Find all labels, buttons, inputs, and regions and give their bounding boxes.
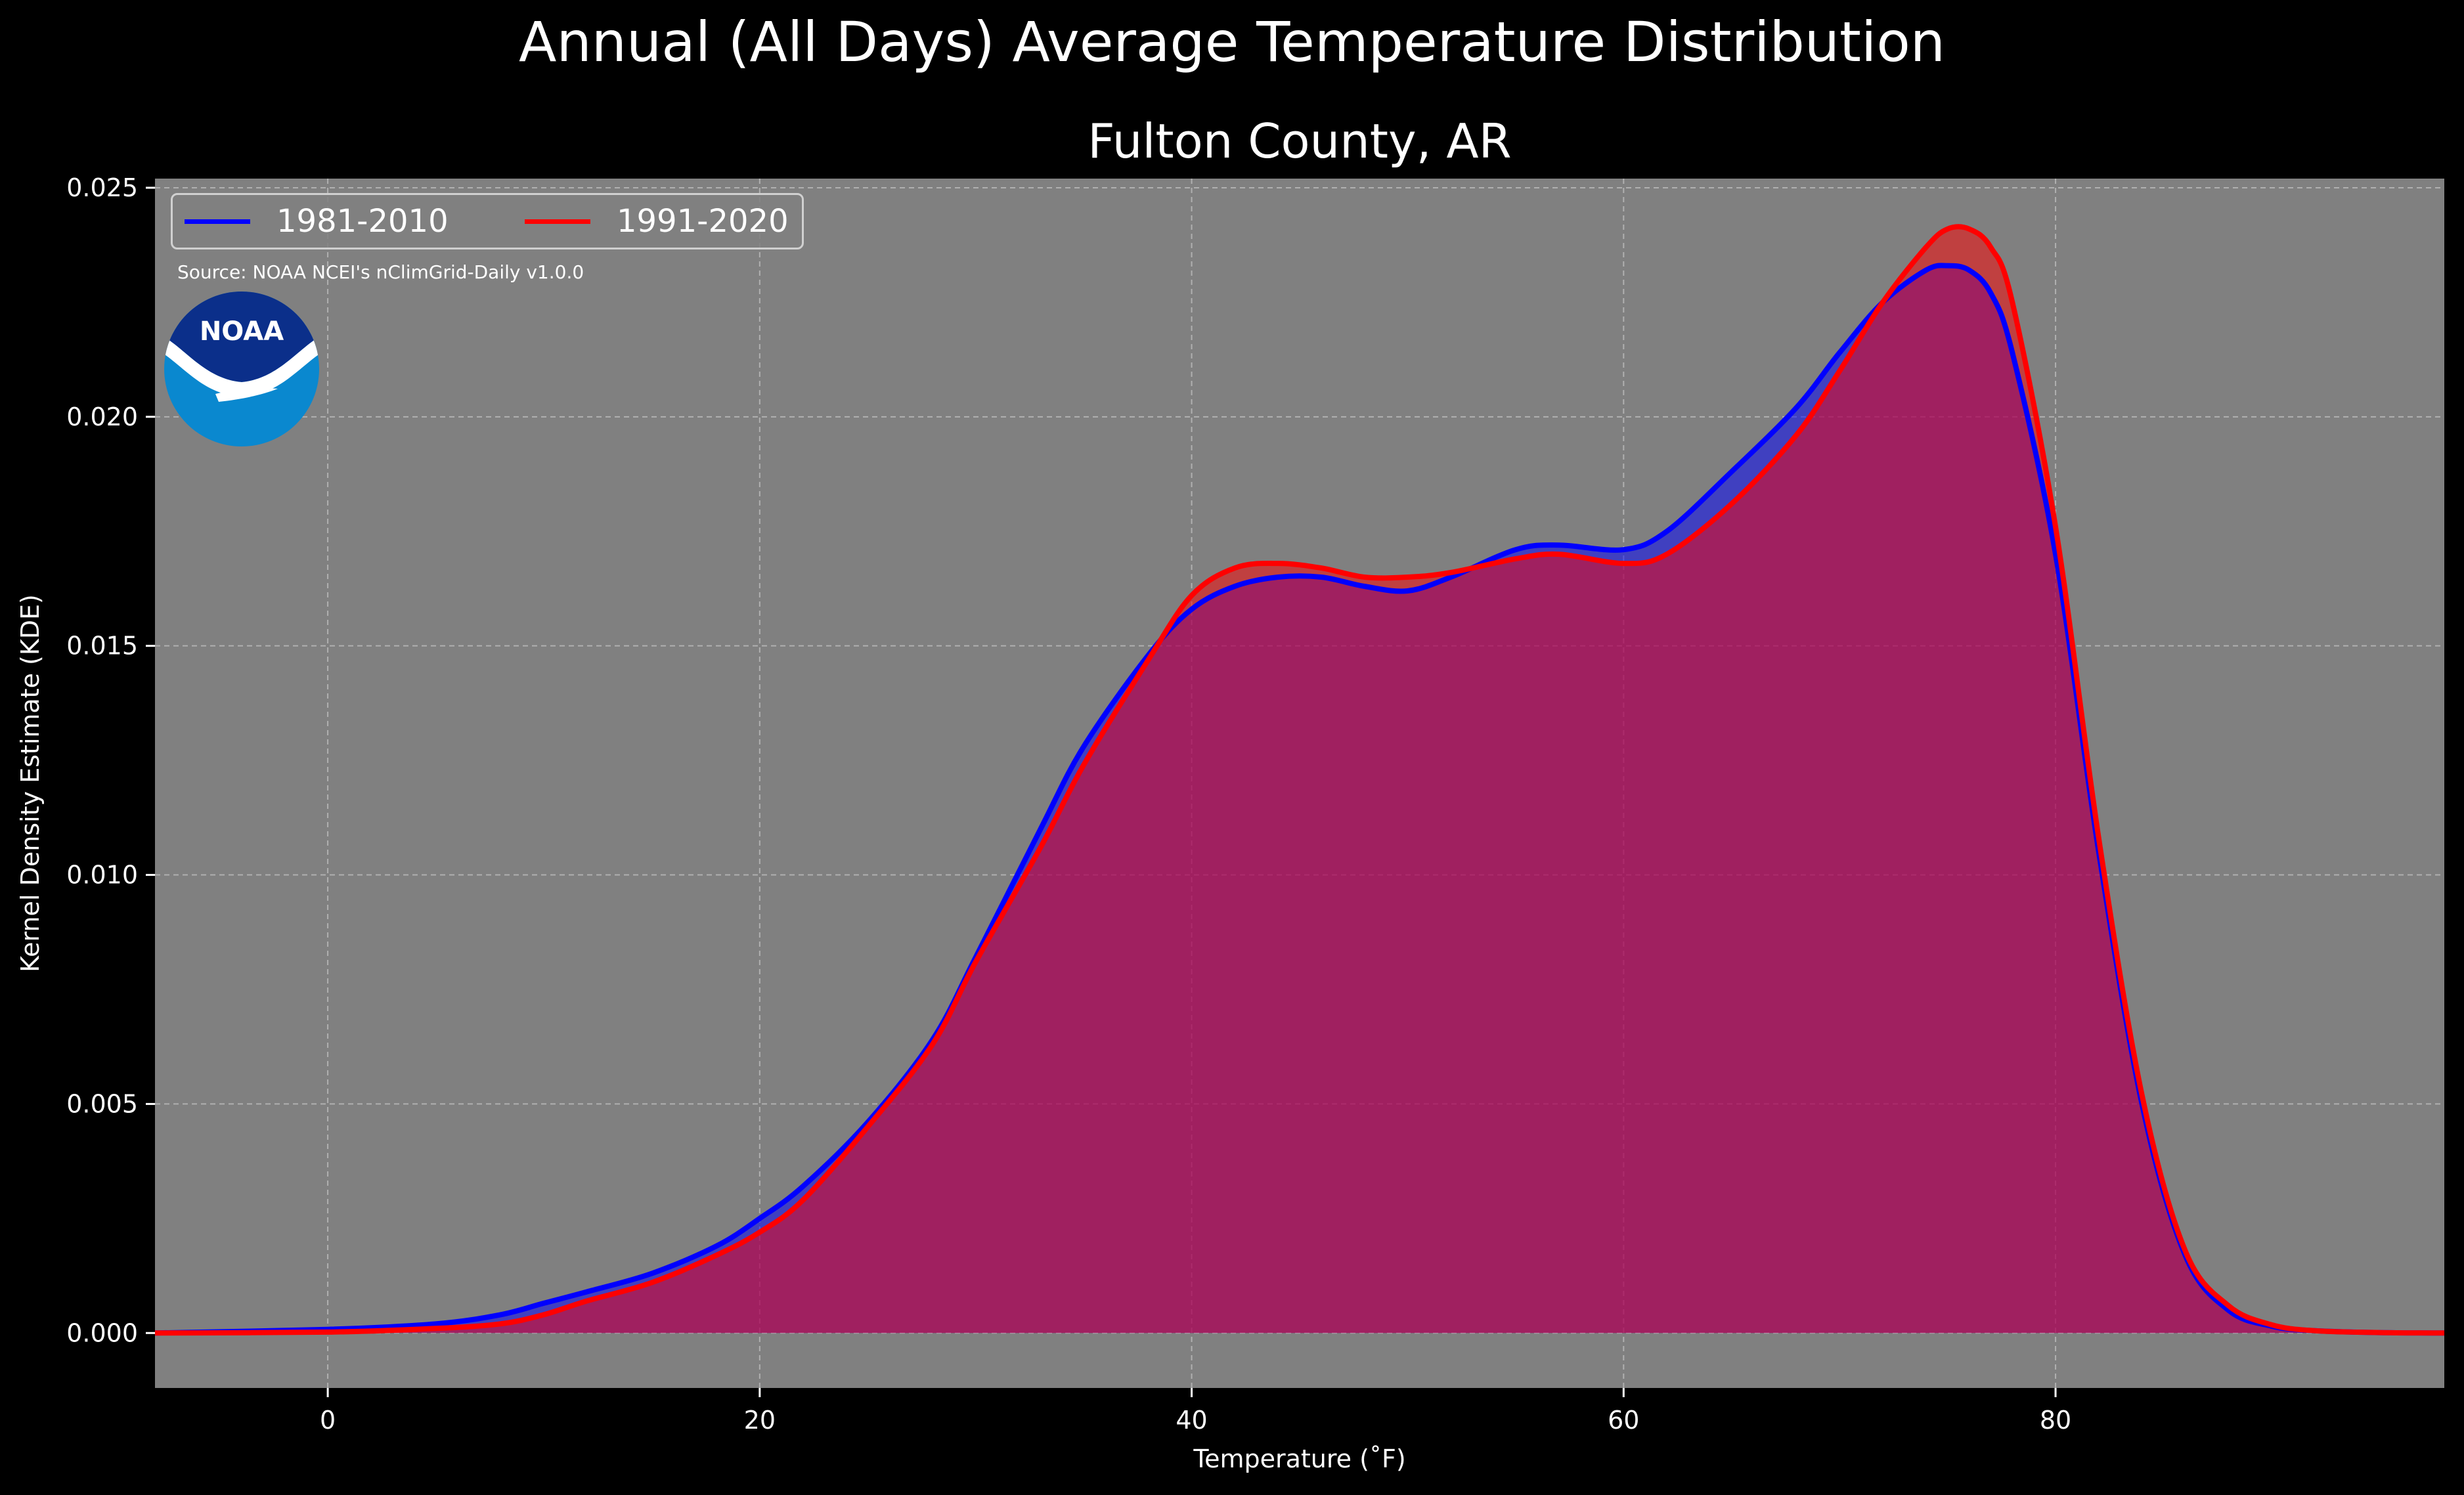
chart-suptitle: Annual (All Days) Average Temperature Di…: [519, 10, 1945, 74]
legend-swatch-red: [525, 219, 590, 224]
legend-item-1981-2010: 1981-2010: [185, 195, 449, 248]
x-tick-label: 60: [1608, 1406, 1639, 1435]
legend-swatch-blue: [185, 219, 250, 224]
noaa-logo-text: NOAA: [200, 316, 284, 347]
noaa-logo: NOAA: [164, 292, 319, 446]
y-tick-label: 0.010: [66, 861, 138, 890]
source-note: Source: NOAA NCEI's nClimGrid-Daily v1.0…: [177, 261, 584, 283]
series-areas: [155, 227, 2444, 1333]
series-line-1991-2020: [154, 224, 2445, 1336]
legend: 1981-2010 1991-2020: [171, 193, 804, 249]
legend-item-1991-2020: 1991-2020: [525, 195, 789, 248]
series-lines: [154, 224, 2445, 1336]
y-tick-label: 0.020: [66, 402, 138, 431]
x-tick-label: 20: [744, 1406, 776, 1435]
axis-ticks: 0 20 40 60 80 0.000 0.005 0.010 0.015 0.020 0.025: [66, 173, 2071, 1435]
y-tick-label: 0.000: [66, 1318, 138, 1347]
legend-label: 1991-2020: [617, 203, 789, 240]
y-tick-label: 0.015: [66, 632, 138, 661]
y-tick-label: 0.025: [66, 173, 138, 202]
x-axis-label: Temperature (˚F): [1193, 1444, 1406, 1473]
x-tick-label: 40: [1176, 1406, 1207, 1435]
x-tick-label: 80: [2040, 1406, 2071, 1435]
x-tick-label: 0: [320, 1406, 336, 1435]
chart-subtitle: Fulton County, AR: [1088, 114, 1512, 169]
legend-label: 1981-2010: [276, 203, 449, 240]
series-area-1991-2020: [155, 227, 2444, 1333]
y-tick-label: 0.005: [66, 1089, 138, 1118]
y-axis-label: Kernel Density Estimate (KDE): [16, 594, 45, 972]
